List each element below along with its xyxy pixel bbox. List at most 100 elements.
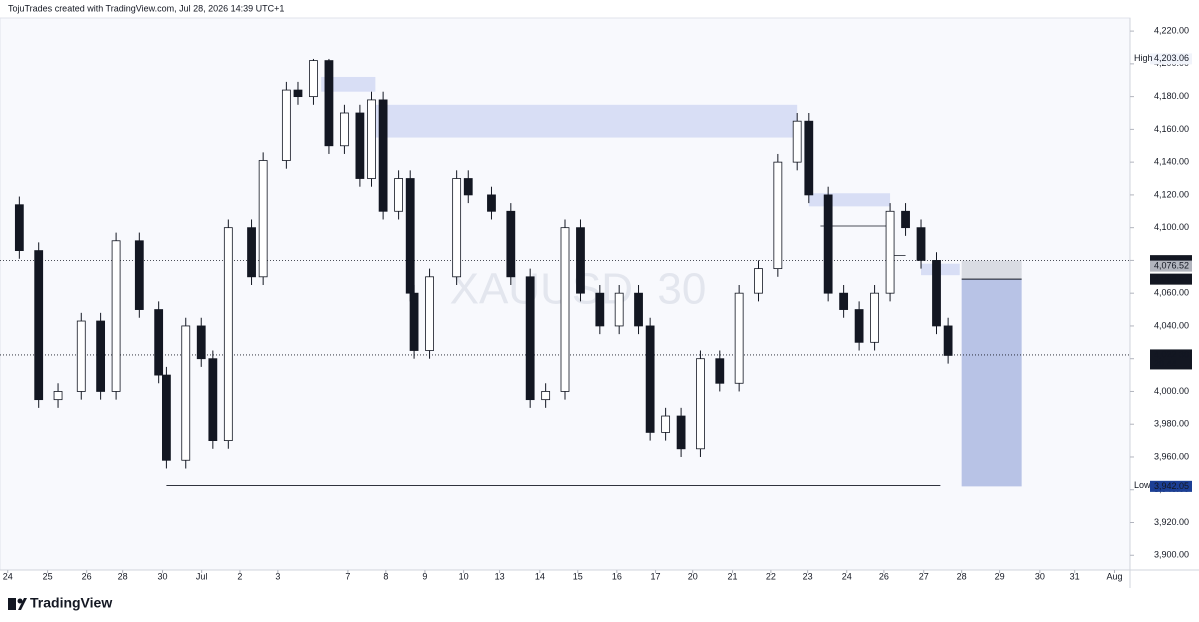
candle [661,407,671,441]
candle [645,317,655,441]
x-tick-label: 24 [3,571,13,581]
y-tick-label: 4,180.00 [1154,91,1189,101]
candle [247,219,256,285]
y-tick-label: 4,160.00 [1154,124,1189,134]
x-tick-label: 15 [573,571,583,581]
candle-body [576,227,585,294]
price-label: 3,942.05 [1154,481,1189,491]
candle-body [792,120,802,163]
candle [208,350,218,449]
candle [916,219,926,269]
price-label: 4,203.06 [1154,53,1189,63]
x-tick-label: 28 [957,571,967,581]
x-tick-label: 8 [383,571,388,581]
candle [696,350,705,457]
x-tick-label: 2 [237,571,242,581]
candle-body [53,391,63,401]
zone [375,104,798,138]
x-tick-label: 22 [766,571,776,581]
candle [162,366,171,469]
candle-body [870,292,879,343]
candle [258,152,268,285]
candle [614,284,624,335]
y-tick-label: 4,140.00 [1154,157,1189,167]
candle [223,219,233,449]
y-tick-label: 3,980.00 [1154,419,1189,429]
candle-body [676,415,686,450]
logo-mark [18,598,27,610]
candle [409,284,419,359]
candle [324,58,334,154]
y-tick-label: 4,100.00 [1154,222,1189,232]
candle-body [208,358,218,441]
zone [808,193,891,207]
candle-body [452,178,462,278]
x-tick-label: 10 [459,571,469,581]
candle [181,317,191,469]
candle [394,170,403,220]
candle [134,232,144,318]
candle-body [823,194,833,294]
x-tick-label: Aug [1107,571,1123,581]
candle-body [773,161,783,270]
x-tick-label: 7 [345,571,350,581]
candle [405,170,415,302]
candle [792,113,802,171]
candle-body [111,240,121,392]
x-tick-label: 30 [158,571,168,581]
candle [34,242,44,408]
candle-body [281,89,291,161]
price-label-time: 20:44 [1154,358,1177,368]
candle-body [34,250,44,401]
x-tick-label: 30 [1035,571,1045,581]
candle-body [901,210,910,229]
candle-body [560,227,570,392]
candle [734,284,744,392]
candle [634,284,643,335]
candle-body [134,240,144,310]
candle-body [804,120,814,196]
x-tick-label: 20 [688,571,698,581]
price-label: 4,068.57 [1154,274,1189,284]
x-tick-label: 25 [43,571,53,581]
candle [367,91,376,187]
candle-body [614,292,624,327]
footer-logo: TradingView [30,595,112,611]
price-label-bg [1150,53,1192,65]
candle [309,58,318,105]
candle-body [696,358,705,450]
candle-body [506,210,516,278]
candle-body [754,268,763,294]
candle-body [932,260,941,327]
candle [506,203,516,285]
candle [754,260,763,302]
candle [76,312,86,400]
x-tick-label: 27 [919,571,929,581]
x-tick-label: 14 [535,571,545,581]
candle-body [463,178,473,196]
x-tick-label: 21 [728,571,738,581]
target-zone [961,279,1022,487]
price-label: 4,022.30 [1154,349,1189,359]
x-tick-label: 29 [995,571,1005,581]
y-tick-label: 3,920.00 [1154,517,1189,527]
candle-body [162,374,171,461]
candle [715,350,725,392]
candle [378,91,388,220]
candle [901,203,910,236]
candle-body [943,325,953,356]
stop-zone [961,260,1022,280]
x-tick-label: 17 [651,571,661,581]
candle-body [181,325,191,461]
candle-body [309,60,318,98]
x-tick-label: Jul [196,571,208,581]
price-label-bg [1150,273,1192,285]
candle-body [196,325,206,360]
logo-mark [17,598,23,604]
y-tick-label: 3,900.00 [1154,550,1189,560]
y-tick-label: 4,000.00 [1154,386,1189,396]
x-tick-label: 16 [612,571,622,581]
candle-body [715,358,725,384]
candle [293,81,303,105]
